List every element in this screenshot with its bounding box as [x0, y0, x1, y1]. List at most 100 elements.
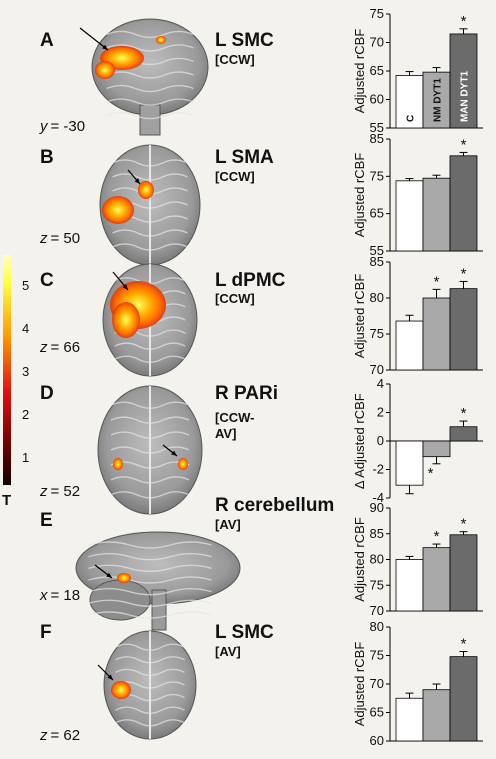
y-tick-label: 85: [370, 526, 384, 541]
bar-label: C: [406, 115, 417, 122]
colorbar-tick: 2: [22, 407, 29, 422]
brain-slice-A: [79, 18, 209, 136]
arrow-line: [79, 27, 109, 51]
contrast-label: [CCW]: [215, 169, 255, 184]
bar: [395, 180, 424, 252]
arrow-head: [134, 178, 140, 184]
sulcus: [110, 401, 190, 409]
region-name: L dPMC: [215, 270, 286, 291]
sulcus: [88, 599, 212, 608]
bar-label: NM DYT1: [433, 78, 444, 122]
sulcus: [115, 643, 185, 651]
panel-letter: C: [40, 270, 54, 291]
y-tick-label: 65: [370, 63, 384, 78]
contrast-label: [CCW-AV]: [215, 410, 254, 441]
contrast-label: [AV]: [215, 517, 241, 532]
activation-cluster: [156, 36, 166, 44]
sulcus: [110, 431, 190, 439]
contrast-label: [AV]: [215, 644, 241, 659]
brain-slice-D: [97, 385, 203, 515]
y-tick-label: -4: [372, 490, 384, 505]
panel-D-text: D R PARi [CCW-AV] z = 52: [39, 383, 278, 500]
significance-star: *: [434, 273, 440, 290]
y-tick-label: 70: [370, 35, 384, 50]
y-tick-label: 60: [370, 733, 384, 748]
sulcus: [88, 552, 212, 561]
slice-coordinate: z = 62: [39, 727, 80, 744]
y-axis-label: Adjusted rCBF: [352, 642, 367, 727]
y-tick-label: 80: [370, 619, 384, 634]
significance-star: *: [461, 636, 467, 653]
y-axis-label: Adjusted rCBF: [352, 153, 367, 238]
bar: [395, 320, 424, 371]
activation-cluster: [112, 302, 140, 338]
activation-cluster: [113, 458, 123, 470]
panel-A-text: A L SMC [CCW] y = -30: [39, 30, 274, 135]
y-tick-label: 75: [370, 6, 384, 21]
activation-cluster: [138, 181, 154, 199]
y-tick-label: 4: [377, 376, 384, 391]
y-tick-label: 75: [370, 577, 384, 592]
y-tick-label: 70: [370, 603, 384, 618]
y-tick-label: 70: [370, 676, 384, 691]
significance-star: *: [428, 465, 434, 482]
activation-cluster: [95, 61, 115, 79]
y-tick-label: 85: [370, 131, 384, 146]
colorbar-tick: 3: [22, 364, 29, 379]
y-tick-label: 2: [377, 405, 384, 420]
sulcus: [110, 476, 190, 484]
slice-coordinate: z = 52: [39, 483, 80, 500]
significance-star: *: [461, 405, 467, 422]
significance-star: *: [434, 528, 440, 545]
brain-slice-E: [75, 531, 241, 631]
bar: [395, 440, 424, 486]
bar-label: MAN DYT1: [460, 70, 471, 122]
y-tick-label: 90: [370, 500, 384, 515]
sulcus: [115, 656, 185, 664]
arrow-head: [171, 450, 177, 456]
cerebellum-outline: [89, 579, 151, 621]
slice-coordinate: x = 18: [39, 587, 80, 604]
y-tick-label: 0: [377, 433, 384, 448]
arrow-head: [122, 284, 128, 290]
colorbar: 5 4 3 2 1 T: [2, 255, 29, 509]
colorbar-tick: 5: [22, 278, 29, 293]
significance-star: *: [461, 136, 467, 153]
sulcus: [106, 98, 194, 106]
panel-E-text: E R cerebellum [AV] x = 18: [39, 495, 334, 604]
bar: [422, 689, 451, 742]
bar: [449, 426, 478, 442]
panel-letter: A: [40, 30, 54, 51]
brain-slice-B: [99, 144, 201, 266]
sulcus: [112, 159, 188, 167]
colorbar-gradient: [3, 255, 11, 485]
y-tick-label: 75: [370, 168, 384, 183]
bar: [422, 440, 451, 458]
contrast-label: [CCW]: [215, 291, 255, 306]
y-axis-label: Adjusted rCBF: [352, 274, 367, 359]
contrast-label: [CCW]: [215, 52, 255, 67]
y-tick-label: 55: [370, 243, 384, 258]
significance-star: *: [461, 265, 467, 282]
brain-slice-F: [97, 630, 197, 740]
bar: [422, 297, 451, 371]
sulcus: [114, 355, 186, 363]
sulcus: [112, 173, 188, 181]
activation-cluster: [178, 458, 188, 470]
y-tick-label: 80: [370, 290, 384, 305]
y-tick-label: 55: [370, 120, 384, 135]
y-axis-label: ∆ Adjusted rCBF: [352, 393, 367, 488]
sulcus: [110, 446, 190, 454]
sulcus: [106, 111, 194, 120]
sulcus: [110, 461, 190, 469]
sulcus: [112, 229, 188, 237]
sulcus: [106, 30, 194, 39]
activation-cluster: [102, 196, 134, 224]
y-tick-label: 70: [370, 362, 384, 377]
sulcus: [88, 611, 212, 619]
bar: [449, 33, 478, 129]
